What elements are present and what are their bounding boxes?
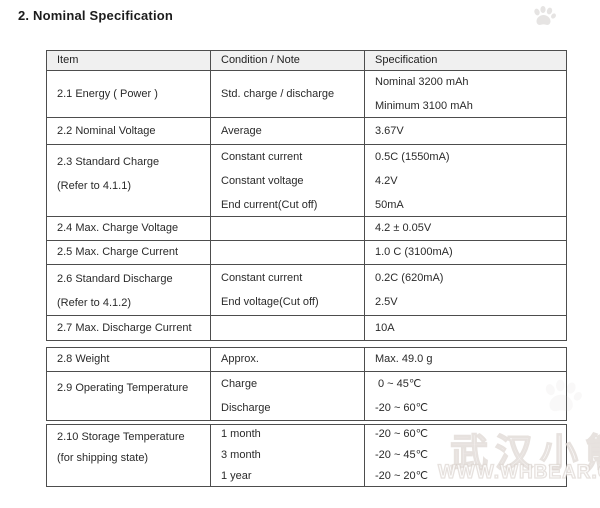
- table-row-2-1: 2.1 Energy ( Power ) Std. charge / disch…: [46, 70, 567, 118]
- table-row-2-6: 2.6 Standard Discharge (Refer to 4.1.2) …: [46, 264, 567, 316]
- cell-item: 2.5 Max. Charge Current: [47, 241, 211, 264]
- cell-condition: 1 month 3 month 1 year: [211, 425, 365, 486]
- cell-specification: -20 ~ 60℃ -20 ~ 45℃ -20 ~ 20℃: [375, 428, 429, 482]
- cell-specification: Nominal 3200 mAh Minimum 3100 mAh: [375, 76, 473, 112]
- table-row-2-4: 2.4 Max. Charge Voltage 4.2 ± 0.05V: [46, 216, 567, 241]
- cell-condition: [211, 217, 365, 240]
- cell-condition: [211, 316, 365, 340]
- cell-item: 2.8 Weight: [47, 348, 211, 371]
- table-row-2-8: 2.8 Weight Approx. Max. 49.0 g: [46, 347, 567, 372]
- table-row-2-7: 2.7 Max. Discharge Current 10A: [46, 315, 567, 341]
- cell-specification: 4.2 ± 0.05V: [375, 222, 432, 234]
- cell-item: 2.7 Max. Discharge Current: [47, 316, 211, 340]
- cell-item: 2.3 Standard Charge (Refer to 4.1.1): [47, 145, 211, 216]
- cell-specification: 0 ~ 45℃ -20 ~ 60℃: [375, 378, 429, 414]
- table-row-2-10: 2.10 Storage Temperature (for shipping s…: [46, 424, 567, 487]
- cell-item: 2.9 Operating Temperature: [47, 372, 211, 420]
- cell-condition: Average: [211, 118, 365, 144]
- column-header-item: Item: [47, 51, 211, 70]
- cell-specification: 1.0 C (3100mA): [375, 246, 453, 258]
- cell-condition: [211, 241, 365, 264]
- table-header-row: Item Condition / Note Specification: [46, 50, 567, 71]
- cell-item: 2.4 Max. Charge Voltage: [47, 217, 211, 240]
- column-header-condition: Condition / Note: [211, 51, 365, 70]
- paw-print-icon: [534, 6, 556, 25]
- cell-condition: Constant current End voltage(Cut off): [211, 265, 365, 315]
- table-row-2-2: 2.2 Nominal Voltage Average 3.67V: [46, 117, 567, 145]
- cell-item: 2.2 Nominal Voltage: [47, 118, 211, 144]
- cell-specification: 3.67V: [375, 124, 404, 137]
- table-row-2-3: 2.3 Standard Charge (Refer to 4.1.1) Con…: [46, 144, 567, 217]
- section-title: 2. Nominal Specification: [18, 8, 174, 23]
- cell-specification: 0.2C (620mA) 2.5V: [375, 272, 444, 308]
- cell-item: 2.1 Energy ( Power ): [47, 71, 211, 117]
- cell-specification: Max. 49.0 g: [375, 353, 433, 365]
- cell-item: 2.6 Standard Discharge (Refer to 4.1.2): [47, 265, 211, 315]
- cell-condition: Constant current Constant voltage End cu…: [211, 145, 365, 216]
- table-row-2-5: 2.5 Max. Charge Current 1.0 C (3100mA): [46, 240, 567, 265]
- cell-specification: 10A: [375, 321, 395, 334]
- cell-item: 2.10 Storage Temperature (for shipping s…: [47, 425, 211, 486]
- cell-specification: 0.5C (1550mA) 4.2V 50mA: [375, 150, 450, 211]
- cell-condition: Approx.: [211, 348, 365, 371]
- column-header-specification: Specification: [375, 54, 438, 66]
- cell-condition: Charge Discharge: [211, 372, 365, 420]
- table-row-2-9: 2.9 Operating Temperature Charge Dischar…: [46, 371, 567, 421]
- nominal-specification-table: Item Condition / Note Specification 2.1 …: [46, 50, 567, 487]
- cell-condition: Std. charge / discharge: [211, 71, 365, 117]
